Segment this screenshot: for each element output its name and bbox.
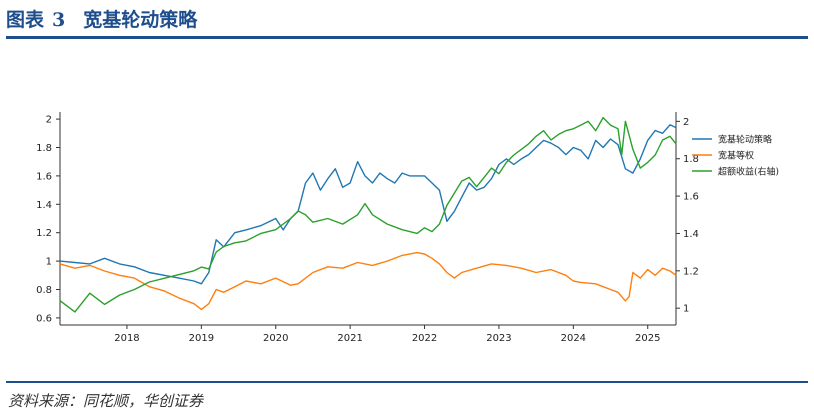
figure-title-text: 宽基轮动策略 (83, 9, 198, 31)
right-y-tick-label: 1.4 (683, 229, 699, 240)
right-y-tick-label: 2 (683, 117, 689, 128)
left-y-tick-label: 0.8 (36, 285, 52, 296)
right-y-tick-label: 1.2 (683, 266, 699, 277)
chart-axes: 0.6 0.8 1 1.2 1.4 1.6 1.8 2 1 1.2 1.4 1.6 1.8 2 2018 20… (36, 112, 699, 344)
series-line-1 (59, 124, 677, 285)
left-y-tick-label: 1.6 (36, 171, 52, 182)
x-tick-label: 2023 (486, 333, 511, 344)
source-note: 资料来源：同花顺，华创证券 (8, 392, 204, 410)
x-tick-label: 2018 (114, 333, 139, 344)
x-tick-label: 2022 (412, 333, 437, 344)
figure-title: 图表 3 宽基轮动策略 (6, 5, 197, 32)
legend-label-3: 超额收益(右轴) (718, 166, 779, 178)
chart-series (59, 116, 677, 313)
left-y-tick-label: 0.6 (36, 313, 52, 324)
left-y-tick-label: 2 (46, 115, 52, 126)
x-tick-label: 2024 (561, 333, 586, 344)
legend-label-1: 宽基轮动策略 (718, 134, 772, 146)
x-tick-label: 2021 (337, 333, 362, 344)
left-y-tick-label: 1.4 (36, 200, 52, 211)
right-y-tick-label: 1.8 (683, 154, 699, 165)
left-y-tick-label: 1.2 (36, 228, 52, 239)
title-divider (6, 36, 808, 39)
right-y-tick-label: 1 (683, 304, 689, 315)
left-y-tick-label: 1 (46, 257, 52, 268)
series-line-3 (59, 116, 677, 313)
right-y-tick-label: 1.6 (683, 192, 699, 203)
figure-label: 图表 (6, 9, 45, 31)
figure-number: 3 (52, 9, 66, 31)
x-tick-label: 2025 (635, 333, 660, 344)
x-tick-label: 2019 (189, 333, 214, 344)
source-divider (6, 381, 808, 383)
left-y-tick-label: 1.8 (36, 143, 52, 154)
series-line-2 (59, 251, 677, 311)
x-tick-label: 2020 (263, 333, 288, 344)
legend-label-2: 宽基等权 (718, 150, 754, 162)
